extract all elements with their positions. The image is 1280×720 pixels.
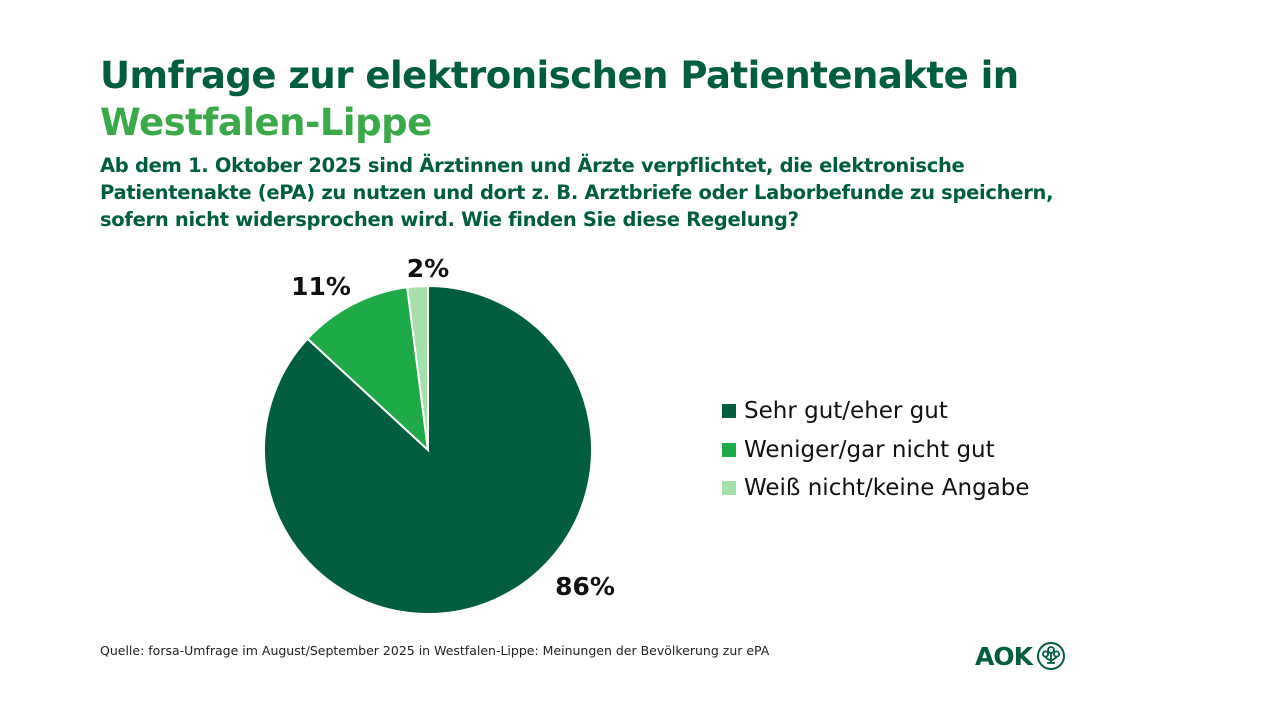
pie-slice-2 [306, 286, 430, 453]
legend: Sehr gut/eher gut Weniger/gar nicht gut We… [722, 392, 1030, 508]
slice-label-2: 11% [291, 272, 351, 301]
source-note: Quelle: forsa-Umfrage im August/Septembe… [100, 643, 770, 658]
legend-swatch [722, 481, 736, 496]
aok-tree-icon [1036, 642, 1065, 670]
slice-label-1: 86% [555, 572, 615, 601]
legend-label: Weniger/gar nicht gut [744, 436, 995, 463]
title-line-2: Westfalen-Lippe [100, 101, 432, 144]
legend-swatch [722, 404, 736, 419]
legend-item-1: Sehr gut/eher gut [722, 392, 1030, 431]
pie-slice-3 [406, 284, 429, 451]
chart-subtitle: Ab dem 1. Oktober 2025 sind Ärztinnen un… [100, 154, 1054, 231]
legend-label: Sehr gut/eher gut [744, 398, 948, 425]
aok-logo: AOK [975, 641, 1066, 671]
title-line-1: Umfrage zur elektronischen Patientenakte… [100, 54, 1019, 97]
slice-label-3: 2% [407, 254, 449, 283]
chart-title: Umfrage zur elektronischen Patientenakte… [100, 52, 1019, 146]
legend-item-3: Weiß nicht/keine Angabe [722, 469, 1030, 508]
legend-item-2: Weniger/gar nicht gut [722, 431, 1030, 470]
legend-label: Weiß nicht/keine Angabe [744, 475, 1030, 502]
legend-swatch [722, 442, 736, 457]
logo-text: AOK [975, 641, 1033, 671]
